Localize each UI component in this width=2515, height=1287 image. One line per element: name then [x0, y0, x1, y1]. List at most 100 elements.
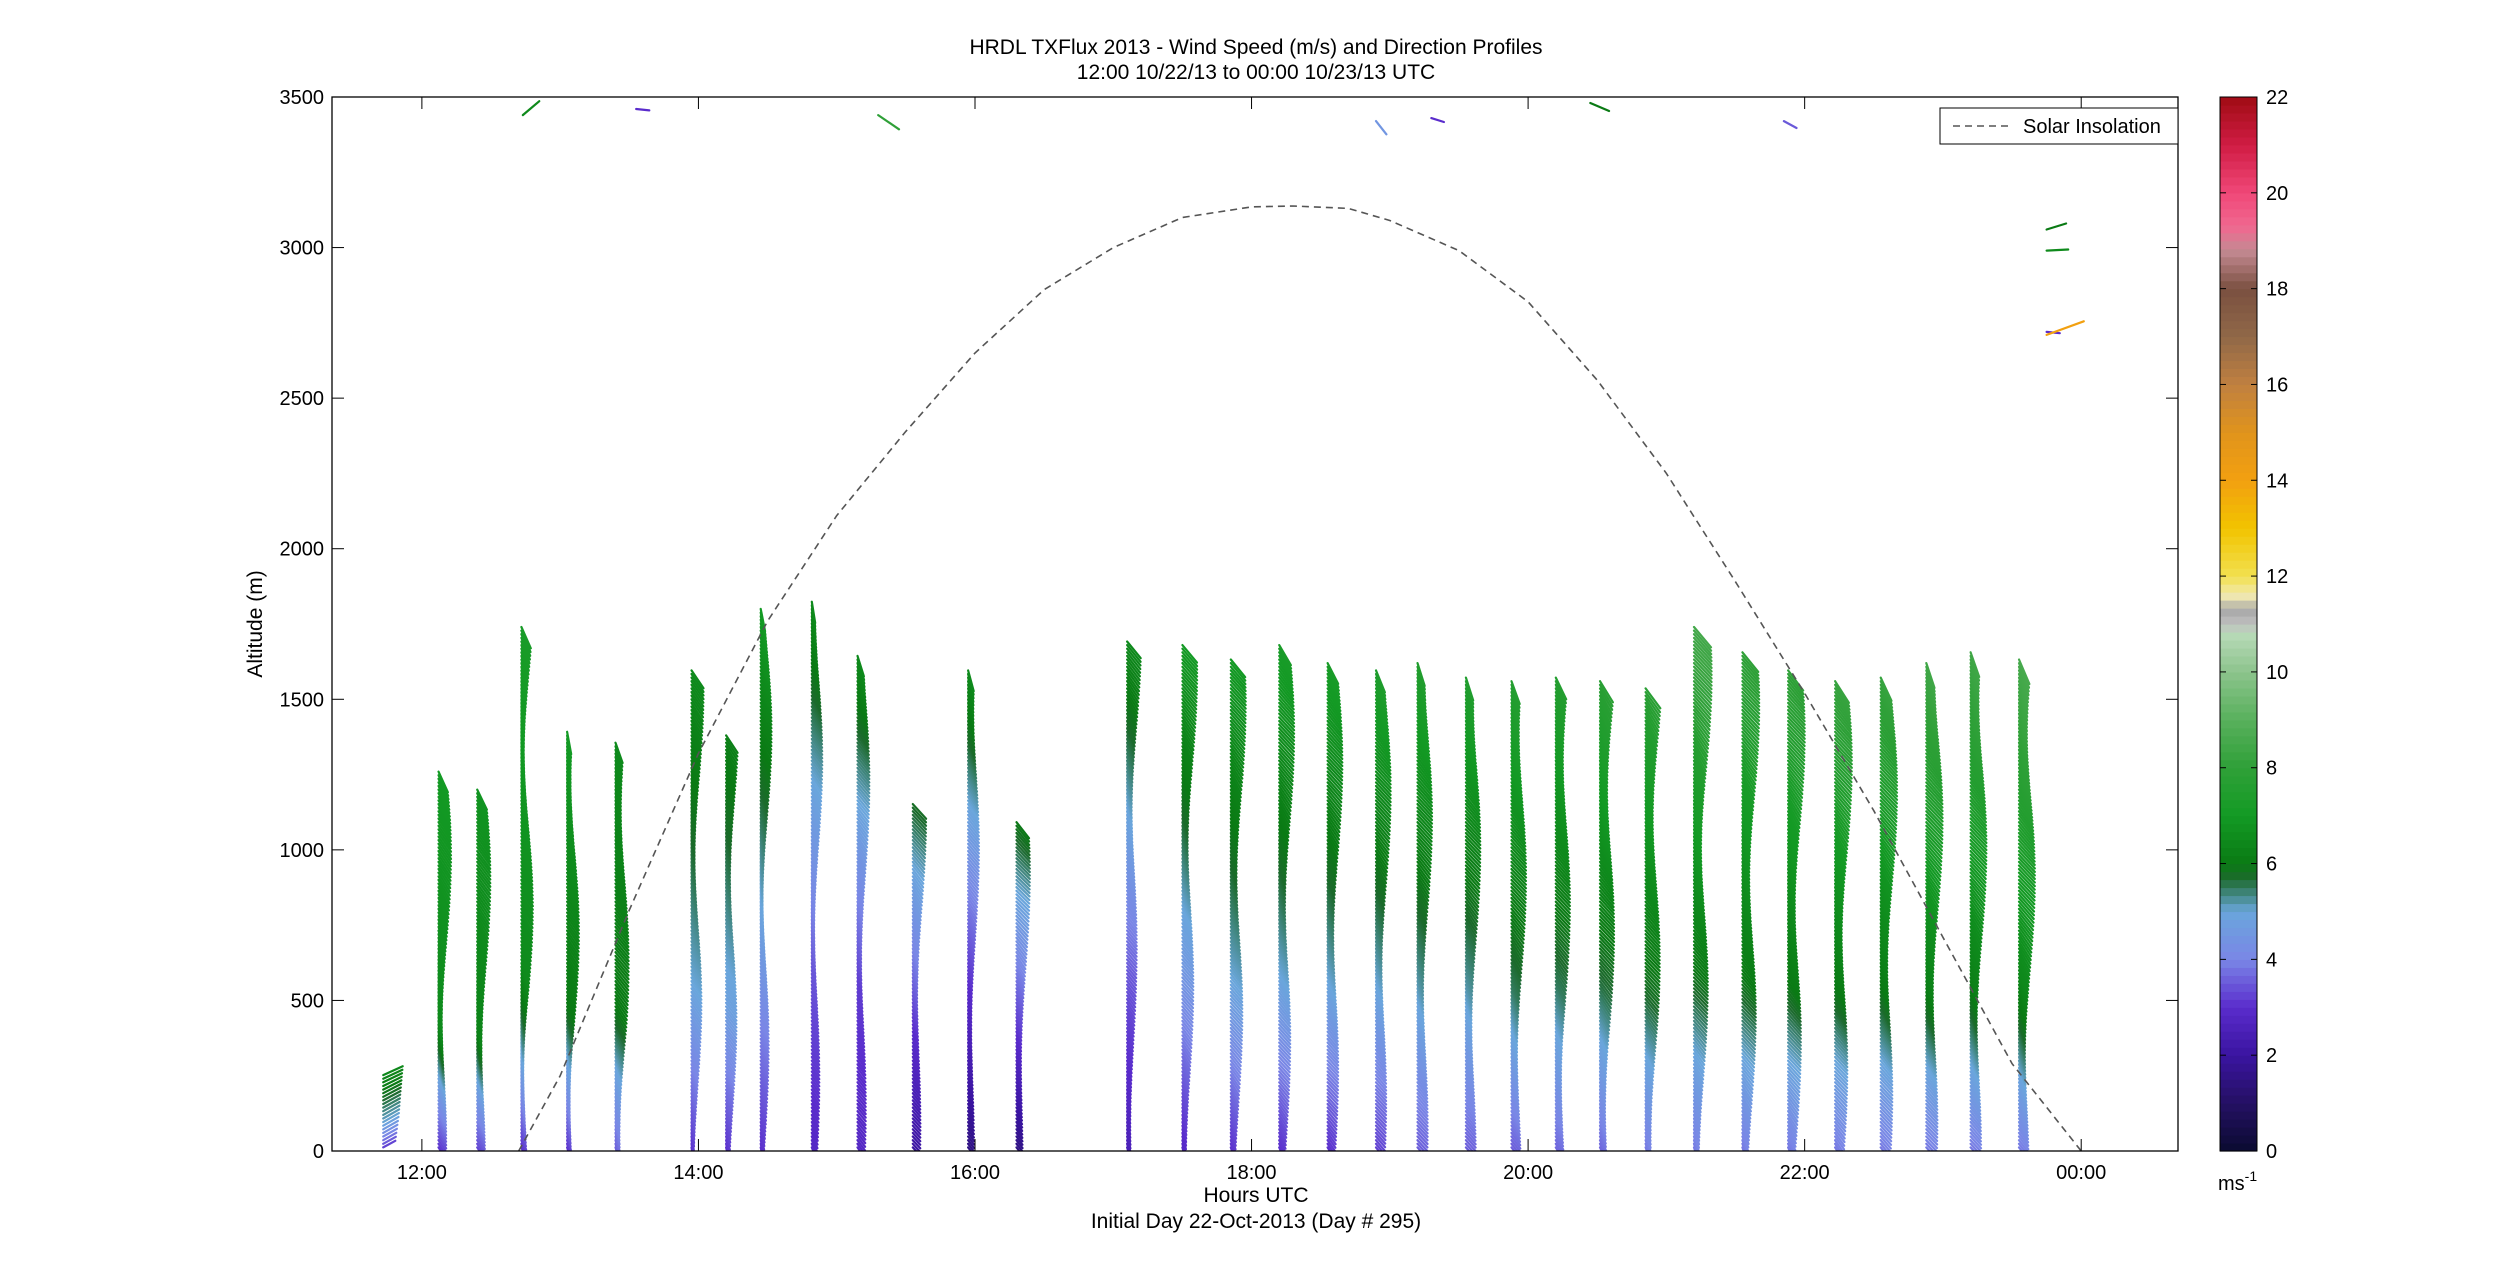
wind-barb [1644, 777, 1655, 803]
wind-barb [690, 672, 705, 694]
wind-barb [911, 998, 919, 1014]
wind-barb [1692, 1008, 1708, 1026]
wind-barb [1741, 1084, 1753, 1102]
wind-barb [1786, 1023, 1802, 1040]
wind-barb [382, 1100, 401, 1113]
wind-barb [1125, 719, 1137, 741]
wind-barb [1326, 737, 1344, 757]
wind-barb [1125, 853, 1135, 872]
wind-barb [437, 882, 451, 905]
wind-barb [1786, 1048, 1802, 1065]
wind-barb [1786, 943, 1799, 966]
wind-barb [1464, 900, 1479, 920]
wind-barb [1786, 918, 1797, 941]
wind-barb [1786, 777, 1804, 799]
colorbar-band [2220, 216, 2257, 226]
wind-barb [476, 918, 489, 940]
wind-barb [966, 821, 980, 838]
wind-barb [759, 683, 772, 705]
wind-barb [1598, 752, 1609, 777]
wind-barb [1786, 1026, 1802, 1044]
wind-barb [1510, 951, 1523, 971]
wind-barb [759, 1077, 769, 1093]
wind-barb [1554, 737, 1564, 763]
wind-barb [1015, 1088, 1023, 1102]
wind-barb [1598, 958, 1615, 976]
wind-barb [1416, 781, 1433, 801]
wind-barb [1554, 987, 1566, 1007]
wind-barb [1015, 925, 1029, 941]
wind-barb [1786, 701, 1806, 723]
colorbar-band [2220, 991, 2257, 1000]
wind-barb [614, 857, 626, 879]
wind-barb [1786, 849, 1797, 874]
wind-barb [1229, 914, 1240, 935]
wind-barb [1925, 929, 1936, 952]
wind-barb [1416, 1110, 1429, 1124]
wind-barb [966, 1099, 975, 1111]
wind-barb [1741, 730, 1759, 752]
wind-barb [2017, 976, 2029, 999]
wind-barb [966, 922, 977, 938]
wind-barb [565, 1012, 575, 1034]
wind-barb [966, 1113, 975, 1125]
wind-barb [911, 911, 922, 929]
wind-barb [1181, 994, 1195, 1010]
wind-barb [1278, 821, 1290, 842]
wind-barb [810, 784, 823, 803]
wind-barb [1879, 1073, 1894, 1090]
wind-barb [1879, 1142, 1888, 1151]
wind-barb [1278, 687, 1295, 708]
wind-barb [1925, 698, 1938, 724]
wind-barb [1879, 1117, 1893, 1132]
wind-barb [759, 1005, 770, 1022]
wind-barb [1229, 1099, 1239, 1115]
wind-barb [1644, 1099, 1653, 1118]
wind-barb [1692, 976, 1709, 994]
wind-barb [1374, 1012, 1385, 1031]
wind-barb [1786, 1117, 1798, 1134]
wind-barb [1416, 954, 1425, 976]
wind-barb [724, 1030, 738, 1047]
colorbar-tick-label: 8 [2266, 758, 2277, 780]
wind-barb [1015, 1055, 1023, 1070]
wind-barb [1229, 1124, 1238, 1140]
wind-barb [724, 1001, 738, 1019]
wind-barb [2017, 1012, 2027, 1034]
wind-barb [1598, 983, 1613, 1002]
wind-barb [2017, 774, 2032, 799]
wind-barb [1374, 719, 1390, 742]
wind-barb [1879, 1102, 1894, 1118]
wind-barb [1181, 712, 1196, 733]
wind-barb [690, 683, 705, 704]
wind-barb [690, 947, 702, 966]
wind-barb [1416, 940, 1426, 961]
wind-barb [1229, 904, 1240, 925]
wind-barb [1598, 690, 1613, 715]
wind-barb [856, 737, 870, 757]
wind-barb [1969, 788, 1987, 810]
wind-barb [1374, 1052, 1387, 1068]
wind-barb [1741, 802, 1753, 827]
wind-barb [1741, 781, 1755, 804]
wind-barb [437, 774, 450, 797]
wind-barb [1879, 712, 1896, 736]
wind-barb [1181, 875, 1191, 895]
wind-barb [1374, 1117, 1387, 1131]
wind-barb [1326, 741, 1344, 761]
wind-barb [1786, 864, 1797, 888]
wind-barb [1554, 889, 1572, 908]
wind-barb [1181, 969, 1195, 985]
colorbar-band [2220, 647, 2257, 657]
wind-barb [1326, 1099, 1339, 1113]
wind-profile [382, 1065, 404, 1149]
wind-barb [565, 889, 580, 911]
wind-barb [1510, 929, 1525, 949]
wind-barb [437, 1110, 448, 1127]
wind-barb [1181, 998, 1195, 1013]
wind-barb [1181, 683, 1198, 703]
wind-barb [810, 698, 823, 718]
wind-barb [1416, 719, 1430, 743]
wind-barb [1833, 961, 1845, 984]
wind-barb [724, 788, 735, 810]
